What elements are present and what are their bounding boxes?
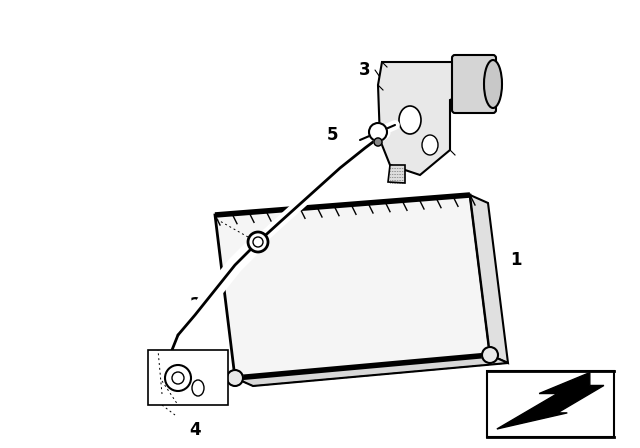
Polygon shape [378, 62, 462, 175]
Ellipse shape [484, 60, 502, 108]
Circle shape [482, 347, 498, 363]
Polygon shape [470, 195, 508, 363]
Polygon shape [215, 195, 490, 378]
Text: 2: 2 [189, 296, 201, 314]
Text: 3: 3 [358, 61, 370, 79]
Circle shape [227, 370, 243, 386]
Bar [148, 350, 228, 405]
Text: 1: 1 [510, 251, 522, 269]
Bar [487, 371, 614, 437]
Polygon shape [235, 355, 508, 386]
Text: 00244644: 00244644 [536, 425, 584, 435]
Polygon shape [497, 373, 604, 429]
Ellipse shape [422, 135, 438, 155]
Circle shape [172, 372, 184, 384]
Circle shape [374, 138, 382, 146]
Circle shape [165, 365, 191, 391]
Text: 4: 4 [189, 421, 201, 439]
FancyBboxPatch shape [452, 55, 496, 113]
Circle shape [369, 123, 387, 141]
Ellipse shape [399, 106, 421, 134]
Circle shape [248, 232, 268, 252]
Ellipse shape [192, 380, 204, 396]
Polygon shape [388, 165, 405, 183]
Text: 5: 5 [326, 126, 338, 144]
Circle shape [151, 372, 173, 394]
